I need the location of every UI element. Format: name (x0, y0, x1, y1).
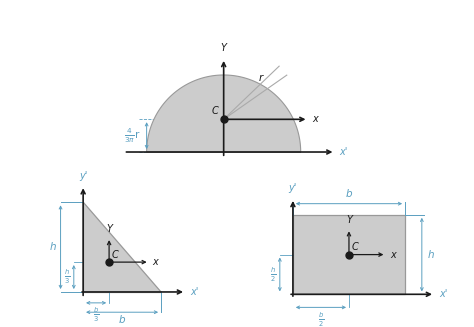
Text: y': y' (289, 183, 297, 193)
Text: C: C (111, 250, 118, 260)
Text: x': x' (190, 287, 198, 297)
Text: Y: Y (346, 215, 352, 225)
Text: x': x' (439, 289, 448, 299)
Text: Y: Y (221, 43, 227, 53)
Text: x: x (312, 114, 318, 124)
Bar (293, 215, 405, 294)
Text: h: h (50, 242, 57, 252)
Text: $\frac{4}{3\pi}$r: $\frac{4}{3\pi}$r (124, 127, 140, 145)
Text: $\frac{h}{3}$: $\frac{h}{3}$ (64, 268, 71, 286)
Text: y': y' (79, 171, 87, 181)
Text: x: x (153, 257, 158, 267)
Polygon shape (83, 202, 161, 292)
Text: b: b (346, 189, 352, 199)
Text: $\frac{b}{2}$: $\frac{b}{2}$ (318, 311, 324, 327)
Text: Y: Y (106, 224, 112, 234)
Text: r: r (258, 73, 263, 83)
Text: b: b (119, 315, 126, 325)
Text: $\frac{b}{3}$: $\frac{b}{3}$ (93, 306, 99, 324)
Text: C: C (352, 242, 358, 252)
Text: $\frac{h}{2}$: $\frac{h}{2}$ (270, 265, 276, 284)
Text: C: C (211, 106, 218, 116)
Text: h: h (428, 250, 434, 260)
Text: x': x' (339, 147, 347, 157)
Polygon shape (146, 75, 301, 152)
Text: x: x (390, 250, 396, 260)
